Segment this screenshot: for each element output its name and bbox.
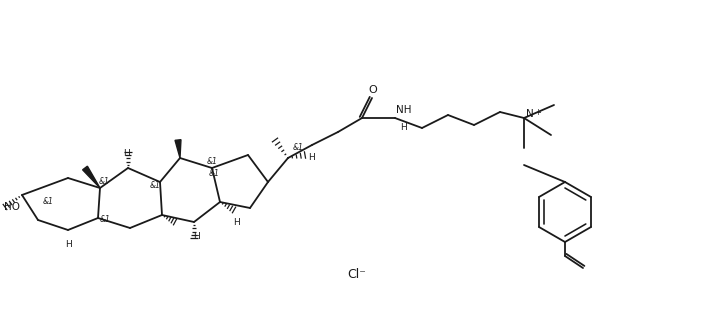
Text: H: H <box>123 149 129 158</box>
Text: H: H <box>400 123 407 132</box>
Text: &1: &1 <box>43 198 54 207</box>
Text: H: H <box>233 218 239 227</box>
Text: H: H <box>193 232 199 241</box>
Text: N: N <box>526 109 534 119</box>
Text: O: O <box>368 85 378 95</box>
Text: &1: &1 <box>99 215 111 225</box>
Text: &1: &1 <box>208 170 219 178</box>
Text: Cl⁻: Cl⁻ <box>348 268 366 280</box>
Text: &1: &1 <box>99 177 109 187</box>
Polygon shape <box>83 166 100 188</box>
Text: H: H <box>308 154 315 163</box>
Text: NH: NH <box>396 105 411 115</box>
Text: &1: &1 <box>206 158 218 166</box>
Text: &1: &1 <box>293 143 303 153</box>
Text: &1: &1 <box>149 181 161 191</box>
Text: HO: HO <box>4 202 20 212</box>
Text: +: + <box>534 108 541 117</box>
Polygon shape <box>175 140 181 158</box>
Text: H: H <box>65 240 71 249</box>
